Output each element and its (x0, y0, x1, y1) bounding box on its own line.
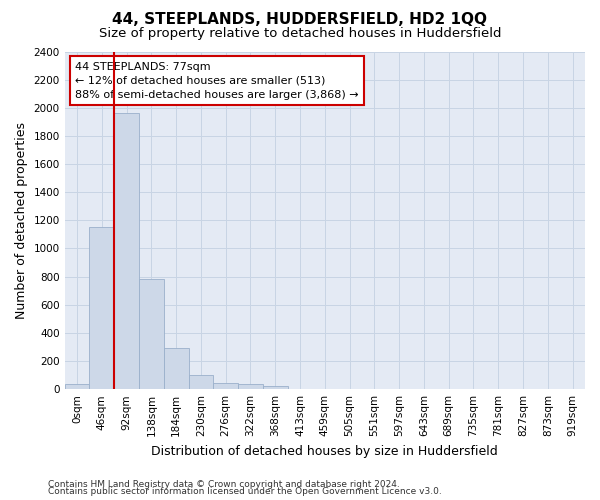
Bar (188, 375, 214, 389)
X-axis label: Distribution of detached houses by size in Huddersfield: Distribution of detached houses by size … (151, 444, 498, 458)
Y-axis label: Number of detached properties: Number of detached properties (15, 122, 28, 319)
Text: 44, STEEPLANDS, HUDDERSFIELD, HD2 1QQ: 44, STEEPLANDS, HUDDERSFIELD, HD2 1QQ (113, 12, 487, 28)
Text: Size of property relative to detached houses in Huddersfield: Size of property relative to detached ho… (99, 28, 501, 40)
Bar (263, 386, 287, 389)
Bar (164, 348, 188, 389)
Bar (214, 383, 238, 389)
Text: Contains HM Land Registry data © Crown copyright and database right 2024.: Contains HM Land Registry data © Crown c… (48, 480, 400, 489)
Bar (65, 384, 89, 389)
Text: 44 STEEPLANDS: 77sqm
← 12% of detached houses are smaller (513)
88% of semi-deta: 44 STEEPLANDS: 77sqm ← 12% of detached h… (75, 62, 359, 100)
Bar (238, 384, 263, 389)
Bar (89, 228, 114, 389)
Bar (139, 280, 164, 389)
Bar (114, 114, 139, 389)
Text: Contains public sector information licensed under the Open Government Licence v3: Contains public sector information licen… (48, 488, 442, 496)
